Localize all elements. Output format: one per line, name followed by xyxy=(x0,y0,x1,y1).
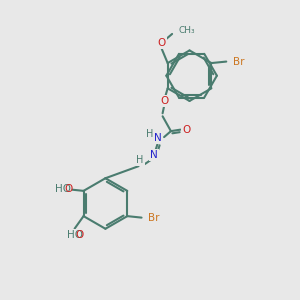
Text: O: O xyxy=(182,124,190,135)
Text: HO: HO xyxy=(55,184,71,194)
Text: N: N xyxy=(150,150,158,160)
Text: Br: Br xyxy=(233,57,244,67)
Text: HO: HO xyxy=(67,230,82,241)
Text: N: N xyxy=(154,133,161,143)
Text: CH₃: CH₃ xyxy=(178,26,195,35)
Text: O: O xyxy=(158,38,166,48)
Text: O: O xyxy=(160,96,168,106)
Text: H: H xyxy=(146,129,153,139)
Text: O: O xyxy=(64,184,72,194)
Text: Br: Br xyxy=(148,213,160,223)
Text: O: O xyxy=(75,230,83,241)
Text: H: H xyxy=(136,155,144,165)
